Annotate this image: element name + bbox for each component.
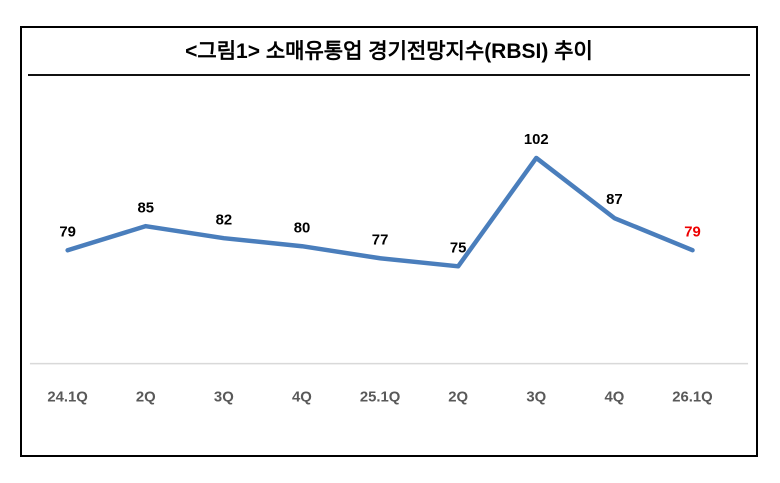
- x-axis-label: 26.1Q: [672, 389, 712, 405]
- line-chart: 79 85 82 80 77 75 102 87 79 24.1Q 2Q 3Q 4Q 25.1Q 2Q 3Q 4…: [29, 132, 749, 405]
- data-label: 85: [137, 200, 154, 216]
- x-axis-label: 3Q: [526, 389, 546, 405]
- x-axis-label: 4Q: [604, 389, 624, 405]
- data-label: 102: [524, 132, 549, 148]
- plot-area: 79 85 82 80 77 75 102 87 79 24.1Q 2Q 3Q 4Q 25.1Q 2Q 3Q 4…: [22, 76, 756, 448]
- x-axis-label: 3Q: [214, 389, 234, 405]
- chart-frame: <그림1> 소매유통업 경기전망지수(RBSI) 추이 79 85 82 80 77 75…: [20, 26, 758, 457]
- data-label: 79: [684, 224, 701, 240]
- data-label: 79: [59, 224, 76, 240]
- x-axis-label: 2Q: [448, 389, 468, 405]
- data-label: 80: [294, 220, 311, 236]
- x-axis-label: 4Q: [292, 389, 312, 405]
- chart-title: <그림1> 소매유통업 경기전망지수(RBSI) 추이: [185, 40, 593, 63]
- data-label: 77: [372, 232, 389, 248]
- data-label: 75: [450, 240, 467, 256]
- data-label: 87: [606, 192, 623, 208]
- x-axis-label: 24.1Q: [47, 389, 87, 405]
- x-axis-label: 2Q: [136, 389, 156, 405]
- data-label: 82: [216, 212, 233, 228]
- x-axis-label: 25.1Q: [360, 389, 400, 405]
- trend-line: [65, 155, 695, 269]
- title-divider: [28, 74, 750, 76]
